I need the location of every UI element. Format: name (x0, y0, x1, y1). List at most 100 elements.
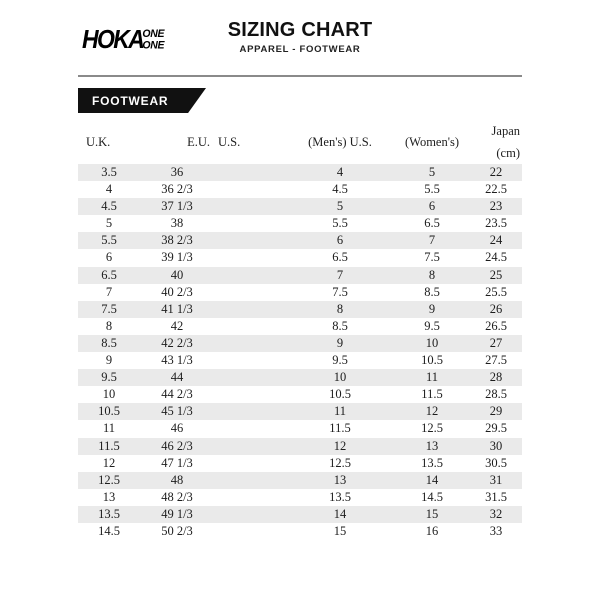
cell-womens: 8 (394, 266, 470, 284)
cell-japan: 22 (470, 164, 522, 182)
cell-uk: 7 (78, 283, 140, 301)
cell-eu: 48 2/3 (140, 488, 214, 506)
cell-japan: 26 (470, 300, 522, 318)
cell-uk: 5.5 (78, 232, 140, 250)
column-header-womens: (Women's) (404, 135, 459, 149)
logo-one-one: ONE ONE (142, 28, 164, 50)
cell-uk: 9 (78, 352, 140, 370)
cell-us (214, 317, 286, 335)
cell-us (214, 215, 286, 233)
cell-us (214, 403, 286, 421)
footwear-section-banner: FOOTWEAR (78, 88, 206, 113)
table-row: 7 40 2/3 7.5 8.5 25.5 (78, 283, 522, 301)
cell-womens: 8.5 (394, 283, 470, 301)
cell-japan: 25 (470, 266, 522, 284)
cell-japan: 27 (470, 334, 522, 353)
cell-womens: 9 (394, 300, 470, 318)
cell-uk: 8.5 (78, 334, 140, 353)
cell-japan: 32 (470, 505, 522, 523)
cell-uk: 11 (78, 420, 140, 438)
cell-us (214, 198, 286, 216)
cell-japan: 29.5 (470, 420, 522, 438)
cell-japan: 23 (470, 198, 522, 216)
cell-mens-us: 8.5 (286, 317, 394, 335)
cell-uk: 10.5 (78, 403, 140, 421)
cell-eu: 47 1/3 (140, 454, 214, 472)
cell-eu: 46 2/3 (140, 437, 214, 455)
cell-mens-us: 7.5 (286, 283, 394, 301)
cell-mens-us: 8 (286, 300, 394, 318)
cell-uk: 12 (78, 454, 140, 472)
cell-mens-us: 12.5 (286, 454, 394, 472)
cell-uk: 4.5 (78, 198, 140, 216)
cell-mens-us: 10 (286, 369, 394, 387)
cell-japan: 23.5 (470, 215, 522, 233)
table-row: 4.5 37 1/3 5 6 23 (78, 198, 522, 216)
table-row: 6 39 1/3 6.5 7.5 24.5 (78, 249, 522, 267)
cell-uk: 14.5 (78, 522, 140, 541)
cell-japan: 28.5 (470, 386, 522, 404)
table-row: 9 43 1/3 9.5 10.5 27.5 (78, 352, 522, 370)
column-header-us: U.S. (218, 135, 241, 149)
cell-womens: 10 (394, 334, 470, 353)
cell-womens: 13.5 (394, 454, 470, 472)
logo-one-line1: ONE (142, 26, 165, 40)
cell-mens-us: 11 (286, 403, 394, 421)
cell-eu: 49 1/3 (140, 505, 214, 523)
cell-uk: 4 (78, 181, 140, 199)
cell-uk: 6 (78, 249, 140, 267)
cell-womens: 11 (394, 369, 470, 387)
cell-us (214, 249, 286, 267)
cell-uk: 5 (78, 215, 140, 233)
cell-mens-us: 6 (286, 232, 394, 250)
cell-japan: 27.5 (470, 352, 522, 370)
logo-wordmark: HOKA (82, 23, 145, 53)
cell-uk: 3.5 (78, 164, 140, 182)
cell-womens: 16 (394, 522, 470, 541)
cell-us (214, 352, 286, 370)
table-row: 4 36 2/3 4.5 5.5 22.5 (78, 181, 522, 199)
cell-eu: 38 2/3 (140, 232, 214, 250)
table-row: 5.5 38 2/3 6 7 24 (78, 232, 522, 250)
cell-womens: 11.5 (394, 386, 470, 404)
cell-uk: 9.5 (78, 369, 140, 387)
table-row: 10 44 2/3 10.5 11.5 28.5 (78, 386, 522, 404)
cell-womens: 14 (394, 471, 470, 489)
cell-eu: 46 (140, 420, 214, 438)
cell-mens-us: 10.5 (286, 386, 394, 404)
cell-eu: 37 1/3 (140, 198, 214, 216)
cell-us (214, 471, 286, 489)
cell-us (214, 369, 286, 387)
cell-womens: 12.5 (394, 420, 470, 438)
cell-uk: 13 (78, 488, 140, 506)
cell-japan: 25.5 (470, 283, 522, 301)
cell-us (214, 437, 286, 455)
cell-japan: 30 (470, 437, 522, 455)
cell-japan: 29 (470, 403, 522, 421)
cell-eu: 50 2/3 (140, 522, 214, 541)
cell-uk: 11.5 (78, 437, 140, 455)
title-block: SIZING CHART APPAREL - FOOTWEAR (78, 18, 522, 57)
table-row: 14.5 50 2/3 15 16 33 (78, 522, 522, 541)
cell-womens: 7 (394, 232, 470, 250)
cell-mens-us: 9.5 (286, 352, 394, 370)
cell-eu: 42 (140, 317, 214, 335)
cell-womens: 5.5 (394, 181, 470, 199)
cell-eu: 48 (140, 471, 214, 489)
table-row: 7.5 41 1/3 8 9 26 (78, 300, 522, 318)
cell-mens-us: 9 (286, 334, 394, 353)
page-title: SIZING CHART (227, 19, 373, 41)
cell-mens-us: 5 (286, 198, 394, 216)
table-row: 11.5 46 2/3 12 13 30 (78, 437, 522, 455)
cell-japan: 22.5 (470, 181, 522, 199)
page-header: HOKA ONE ONE SIZING CHART APPAREL - FOOT… (78, 18, 522, 66)
column-header-eu: E.U. (187, 135, 210, 149)
cell-womens: 10.5 (394, 352, 470, 370)
cell-womens: 12 (394, 403, 470, 421)
table-row: 6.5 40 7 8 25 (78, 266, 522, 284)
cell-eu: 39 1/3 (140, 249, 214, 267)
header-divider (78, 75, 522, 77)
cell-japan: 26.5 (470, 317, 522, 335)
cell-us (214, 522, 286, 541)
